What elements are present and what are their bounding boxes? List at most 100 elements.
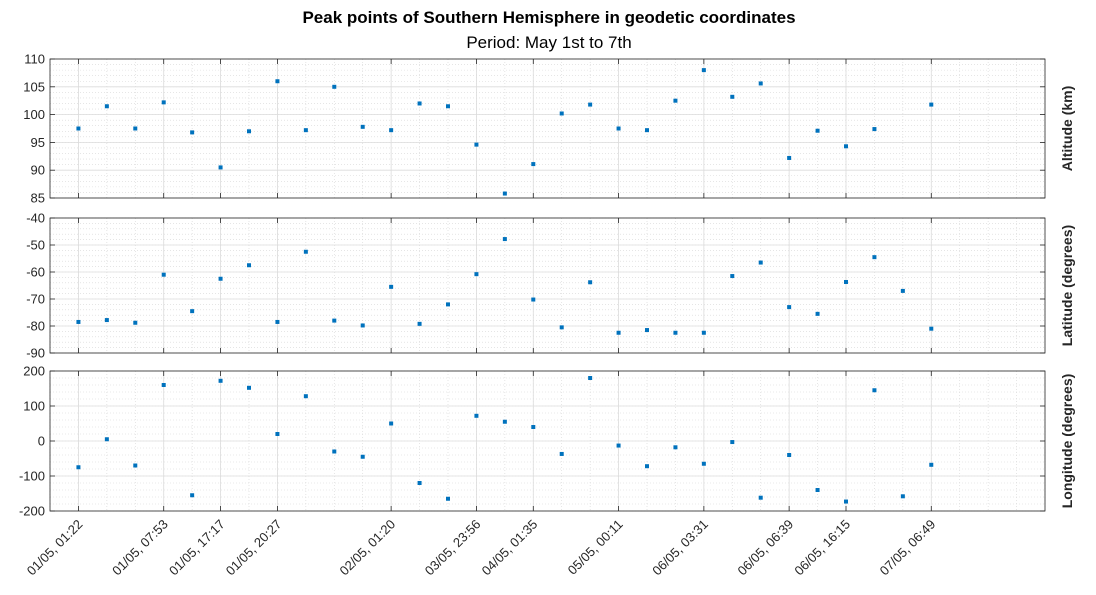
data-point [218,165,223,170]
data-point [360,323,365,328]
axes-frame [49,217,1046,354]
data-point [474,413,479,418]
y-tick-label: 0 [38,434,45,449]
x-tick-label: 02/05, 01:20 [337,517,399,579]
data-point [502,191,507,196]
data-series [76,68,934,196]
data-point [446,496,450,501]
data-point [673,98,678,103]
data-point [502,419,507,424]
y-tick-label: 90 [31,163,45,178]
data-point [588,102,593,107]
data-point [929,462,934,467]
data-point [417,481,422,485]
data-point [730,94,735,99]
data-point [190,493,195,498]
data-point [844,144,848,149]
y-tick-label: -80 [26,319,45,334]
data-point [76,319,81,324]
data-point [332,84,337,89]
data-point [787,305,792,310]
data-point [701,68,706,73]
y-tick-label: 110 [24,52,45,67]
data-point [360,124,365,129]
x-tick-label: 01/05, 17:17 [166,517,228,579]
data-point [730,440,735,445]
data-point [303,128,308,133]
data-point [645,464,649,469]
data-point [872,127,877,132]
y-axis-label: Longitude (degrees) [1059,374,1075,509]
data-point [673,445,678,450]
data-point [872,388,877,393]
subplot-stack: 85 90 95 100 105 110 Altitude (km) -90 -80 -70 -60… [19,52,1075,519]
data-point [161,272,166,277]
data-point [758,495,763,500]
data-point [531,425,536,429]
y-tick-label: -70 [26,292,45,307]
y-axis-label: Latitude (degrees) [1059,225,1075,346]
data-point [616,443,621,448]
data-point [929,102,934,107]
data-point [645,128,649,133]
data-point [531,162,536,167]
data-point [218,378,223,383]
data-point [815,128,820,133]
subplot-1: 85 90 95 100 105 110 Altitude (km) [23,52,1075,206]
data-point [701,461,706,466]
data-point [275,432,280,436]
data-point [559,111,564,116]
data-point [502,237,507,242]
axes-frame [49,58,1046,199]
data-point [929,326,934,331]
y-tick-label: 200 [23,364,45,379]
y-axis-label: Altitude (km) [1059,86,1075,172]
data-point [303,249,308,254]
data-point [104,318,109,323]
data-point [161,100,166,105]
data-point [190,309,195,314]
plot-area [50,59,1045,198]
x-tick-label: 06/05, 06:39 [735,517,797,579]
data-point [332,449,337,454]
data-point [900,494,905,499]
data-point [247,385,251,390]
x-tick-label: 04/05, 01:35 [479,517,541,579]
data-point [531,297,536,302]
y-tick-label: -50 [26,238,45,253]
chart-subtitle: Period: May 1st to 7th [466,33,631,52]
data-point [275,319,280,324]
x-tick-label: 07/05, 06:49 [877,517,939,579]
data-point [389,284,394,289]
data-point [360,454,365,459]
data-point [787,155,792,160]
data-point [190,130,195,135]
data-series [76,376,934,504]
x-tick-label: 01/05, 01:22 [24,517,86,579]
data-point [701,330,706,335]
data-point [559,451,564,456]
data-point [588,280,593,285]
data-point [446,104,450,109]
data-point [275,79,280,84]
data-point [758,81,763,86]
data-point [844,279,848,284]
data-point [389,421,394,426]
data-point [133,463,138,468]
y-tick-label: -60 [26,265,45,280]
data-point [446,302,450,307]
data-point [474,142,479,147]
x-tick-label: 01/05, 20:27 [223,517,285,579]
data-point [417,321,422,326]
data-point [645,328,649,333]
data-point [389,128,394,133]
plot-area [50,218,1045,353]
x-tick-label: 06/05, 03:31 [649,517,711,579]
data-point [76,126,81,131]
x-tick-label: 06/05, 16:15 [791,517,853,579]
chart-title: Peak points of Southern Hemisphere in ge… [302,8,795,27]
data-point [559,325,564,330]
data-point [332,318,337,323]
data-point [247,263,251,268]
